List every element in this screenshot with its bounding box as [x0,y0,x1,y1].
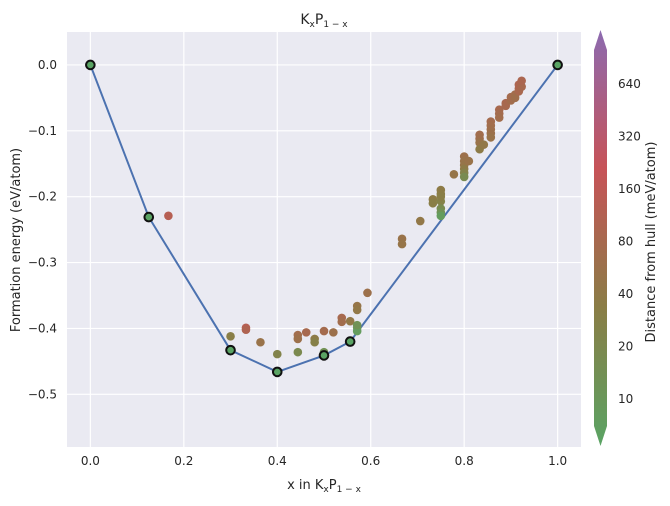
colorbar-tick-label: 320 [618,129,641,143]
unstable-point [256,337,265,347]
x-tick-label: 0.2 [174,454,193,468]
colorbar-tick-label: 20 [618,339,633,353]
y-tick-label: −0.3 [28,256,57,270]
y-tick-label: 0.0 [38,58,57,72]
unstable-point [241,325,251,335]
unstable-point [486,133,496,142]
y-tick-label: −0.4 [28,321,57,335]
colorbar-tick-label: 640 [618,77,641,91]
unstable-point [510,93,520,103]
hull-point [143,211,155,223]
unstable-point [494,113,504,122]
unstable-point [226,332,235,341]
unstable-point [464,156,474,166]
hull-point [271,366,283,378]
unstable-point [164,211,173,221]
hull-point [318,350,330,361]
colorbar-tick-label: 80 [618,234,633,248]
grid [67,32,581,447]
unstable-point [329,328,338,337]
unstable-points [164,76,526,359]
unstable-point [501,101,511,111]
x-tick-label: 0.6 [361,454,380,468]
hull-point [344,336,356,347]
y-tick-labels: 0.0 −0.1 −0.2 −0.3 −0.4 −0.5 [28,58,57,401]
unstable-point [517,76,526,86]
colorbar-tick-label: 160 [618,182,641,196]
unstable-point [428,198,438,208]
unstable-point [397,239,407,249]
unstable-point [337,317,347,327]
colorbar-label: Distance from hull (meV/atom) [644,142,659,343]
unstable-point [363,288,372,298]
unstable-point [479,140,489,149]
y-tick-label: −0.2 [28,190,57,204]
hull-point [552,59,563,71]
hull-point [85,59,96,71]
colorbar-gradient [594,30,607,446]
unstable-point [459,172,469,182]
colorbar-tick-label: 40 [618,287,633,301]
y-axis-label: Formation energy (eV/atom) [9,148,24,332]
unstable-point [352,305,362,315]
unstable-point [517,82,526,91]
x-tick-label: 0.0 [81,454,100,468]
unstable-point [352,326,362,336]
unstable-point [293,347,303,357]
unstable-point [352,320,362,330]
colorbar-tick-labels: 10 20 40 80 160 320 640 [618,77,641,406]
hull-point [225,344,236,356]
x-axis-label: x in KxP1 − x [287,478,362,495]
x-tick-label: 0.8 [455,454,474,468]
hull-points [85,59,563,378]
unstable-point [293,334,303,344]
unstable-point [319,326,329,336]
unstable-point [310,337,319,347]
colorbar: 10 20 40 80 160 320 640 Distance from hull (me… [594,30,659,446]
unstable-point [301,328,311,337]
y-tick-label: −0.5 [28,387,57,401]
x-tick-labels: 0.0 0.2 0.4 0.6 0.8 1.0 [81,454,567,468]
x-tick-label: 0.4 [268,454,287,468]
plot-area [67,32,581,447]
unstable-point [415,216,425,226]
unstable-point [345,316,355,326]
unstable-point [272,349,282,359]
unstable-point [449,169,459,179]
colorbar-tick-label: 10 [618,392,633,406]
y-tick-label: −0.1 [28,124,57,138]
unstable-point [436,192,446,201]
x-tick-label: 1.0 [548,454,567,468]
chart-title: KxP1 − x [300,12,348,30]
unstable-point [436,211,446,221]
